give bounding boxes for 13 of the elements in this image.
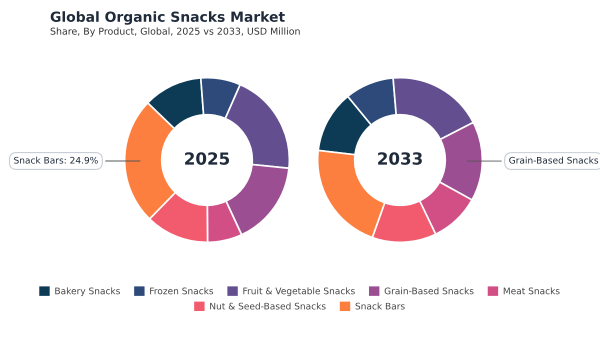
category-label: Grain-Based Snacks (509, 156, 598, 164)
legend-label: Nut & Seed-Based Snacks (210, 302, 326, 310)
legend-label: Meat Snacks (504, 287, 560, 294)
legend-label: Grain-Based Snacks (384, 287, 474, 294)
legend-label: Frozen Snacks (150, 287, 214, 294)
text: Snack Bars: 24.9% (14, 156, 98, 164)
legend-label: Snack Bars (356, 302, 405, 310)
text: 2033 (378, 152, 422, 165)
legend-label: Fruit & Vegetable Snacks (243, 287, 355, 296)
chart-title: Global Organic Snacks Market (50, 11, 285, 25)
legend-label: Bakery Snacks (55, 287, 120, 296)
text: 2025 (185, 152, 230, 165)
chart-subtitle: Share, By Product, Global, 2025 vs 2033, USD Million (50, 27, 300, 37)
